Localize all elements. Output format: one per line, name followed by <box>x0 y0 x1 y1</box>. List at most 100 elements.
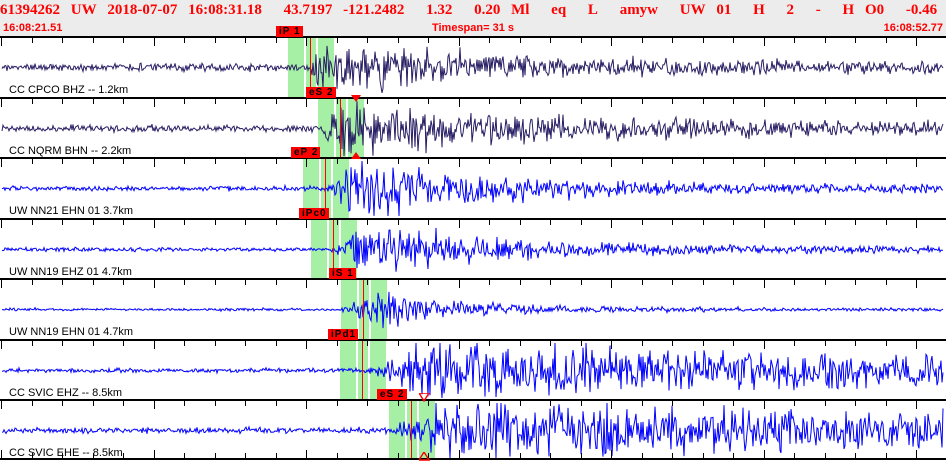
time-tick <box>642 159 643 164</box>
trace-panel[interactable]: UW NN19 EHN 01 4.7km <box>0 280 946 339</box>
phase-pick-line[interactable] <box>363 280 364 339</box>
time-tick <box>886 159 887 164</box>
time-tick <box>764 450 765 458</box>
waveform-trace[interactable] <box>0 280 946 339</box>
time-tick <box>916 401 917 409</box>
time-tick <box>123 38 124 43</box>
waveform-trace[interactable] <box>0 159 946 218</box>
phase-pick-line[interactable] <box>411 401 412 460</box>
event-date: 2018-07-07 <box>107 2 178 18</box>
time-tick <box>672 159 673 164</box>
time-tick <box>367 99 368 104</box>
time-tick <box>1 450 2 458</box>
time-tick <box>1 99 2 107</box>
phase-pick-label[interactable]: eS 2 <box>306 87 336 98</box>
time-tick <box>794 99 795 104</box>
highlight-band <box>311 220 327 279</box>
highlight-band <box>341 280 357 339</box>
time-tick <box>550 453 551 458</box>
time-tick <box>855 341 856 346</box>
waveform-trace[interactable] <box>0 341 946 400</box>
time-tick <box>642 280 643 285</box>
time-tick <box>276 220 277 225</box>
phase-pick-line[interactable] <box>310 38 311 97</box>
amplitude-marker-icon <box>351 95 361 102</box>
time-tick <box>62 401 63 406</box>
time-tick <box>672 38 673 43</box>
time-tick <box>764 38 765 46</box>
time-tick <box>306 99 307 107</box>
trace-panel[interactable]: CC SVIC EHZ -- 8.5km <box>0 341 946 400</box>
time-tick <box>886 401 887 406</box>
phase-pick-label[interactable]: iPd1 <box>328 329 359 340</box>
trace-panel[interactable]: UW NN19 EHZ 01 4.7km <box>0 220 946 279</box>
waveform-trace[interactable] <box>0 401 946 460</box>
waveform-trace[interactable] <box>0 99 946 158</box>
time-tick <box>916 341 917 349</box>
event-source: UW <box>679 2 706 18</box>
trace-panel[interactable]: CC CPCO BHZ -- 1.2km <box>0 38 946 97</box>
time-tick <box>428 159 429 164</box>
time-tick <box>459 401 460 409</box>
time-tick <box>428 453 429 458</box>
waveform-trace[interactable] <box>0 38 946 97</box>
phase-pick-label[interactable]: eS 2 <box>377 389 407 400</box>
phase-pick-line[interactable] <box>325 159 326 218</box>
time-tick <box>184 280 185 285</box>
time-tick <box>733 341 734 346</box>
time-tick <box>154 341 155 349</box>
time-tick <box>703 220 704 225</box>
panel-divider <box>0 157 946 159</box>
time-tick <box>764 220 765 228</box>
time-tick <box>245 99 246 104</box>
time-tick <box>825 220 826 225</box>
time-tick <box>245 401 246 406</box>
time-tick <box>886 99 887 104</box>
time-tick <box>428 99 429 104</box>
time-tick <box>489 38 490 43</box>
event-summary-line: 61394262 UW 2018-07-07 16:08:31.18 43.71… <box>0 1 946 19</box>
phase-pick-label[interactable]: iP 1 <box>276 26 303 37</box>
phase-pick-line[interactable] <box>362 341 363 400</box>
time-tick <box>276 38 277 43</box>
time-tick <box>398 159 399 164</box>
time-tick <box>550 38 551 43</box>
time-tick <box>93 341 94 346</box>
phase-pick-label[interactable]: eP 2 <box>291 147 321 158</box>
time-tick <box>245 280 246 285</box>
time-tick <box>276 401 277 406</box>
time-tick <box>794 453 795 458</box>
time-tick <box>489 280 490 285</box>
event-depth: 1.32 <box>426 2 453 18</box>
phase-pick-label[interactable]: iPc0 <box>299 208 329 219</box>
time-tick <box>1 159 2 167</box>
phase-pick-label[interactable]: iS 1 <box>329 268 356 279</box>
time-tick <box>764 99 765 107</box>
time-tick <box>550 341 551 346</box>
panel-divider <box>0 278 946 280</box>
time-tick <box>520 401 521 406</box>
trace-panel[interactable]: CC SVIC EHE -- 8.5km <box>0 401 946 460</box>
phase-pick-line[interactable] <box>333 220 334 279</box>
trace-panel[interactable]: UW NN21 EHN 01 3.7km <box>0 159 946 218</box>
time-tick <box>855 401 856 406</box>
time-tick <box>184 159 185 164</box>
time-tick <box>154 99 155 107</box>
panel-divider <box>0 97 946 99</box>
waveform-trace[interactable] <box>0 220 946 279</box>
time-tick <box>1 341 2 349</box>
time-tick <box>672 453 673 458</box>
time-tick <box>733 280 734 285</box>
time-tick <box>642 453 643 458</box>
phase-pick-line[interactable] <box>340 99 341 158</box>
time-tick <box>520 38 521 43</box>
time-tick <box>398 38 399 43</box>
time-tick <box>733 220 734 225</box>
time-tick <box>93 99 94 104</box>
highlight-band <box>306 38 316 97</box>
time-tick <box>733 38 734 43</box>
time-tick <box>733 99 734 104</box>
trace-panel[interactable]: CC NQRM BHN -- 2.2km <box>0 99 946 158</box>
amplitude-marker-icon <box>351 152 361 159</box>
time-tick <box>306 401 307 409</box>
